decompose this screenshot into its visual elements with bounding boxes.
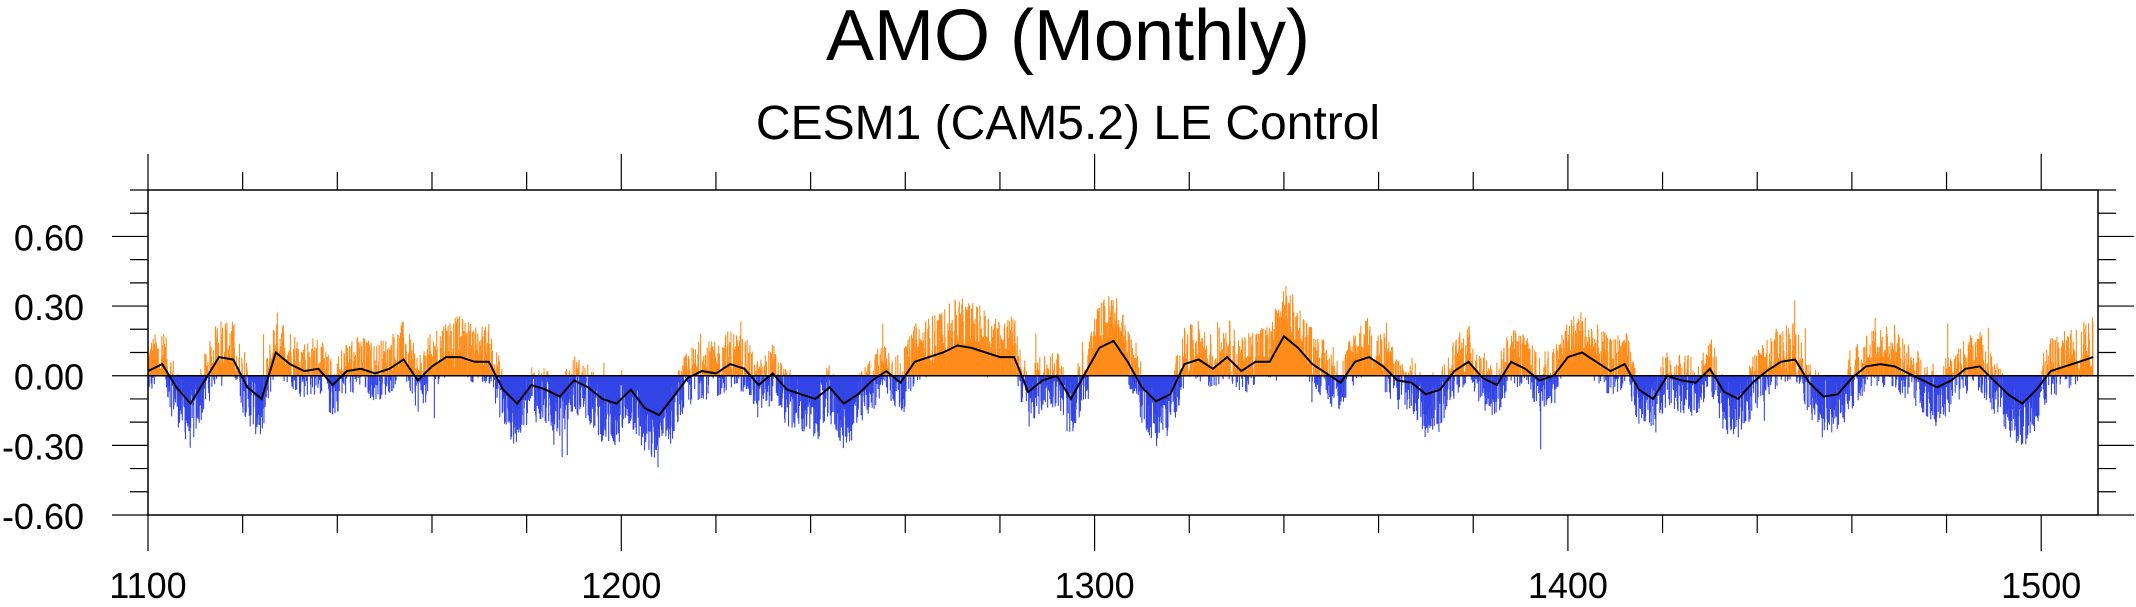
- plot-frame: [147, 189, 2099, 516]
- y-tick-label: 0.60: [14, 217, 84, 258]
- y-tick-label: 0.00: [14, 357, 84, 398]
- x-tick-label: 1300: [1055, 565, 1135, 606]
- x-tick-labels: 1100 1200 1300 1400 1500: [109, 565, 2081, 606]
- chart-title: AMO (Monthly): [825, 0, 1311, 76]
- smoothed-series-line: [147, 334, 2094, 417]
- y-tick-label: -0.30: [2, 426, 84, 467]
- y-tick-label: 0.30: [14, 287, 84, 328]
- x-tick-label: 1200: [581, 565, 661, 606]
- negative-anomaly-bars: [148, 375, 2088, 468]
- x-tick-label: 1400: [1528, 565, 1608, 606]
- negative-bars: [148, 375, 2088, 468]
- y-tick-label: -0.60: [2, 496, 84, 537]
- x-tick-label: 1500: [2001, 565, 2081, 606]
- chart-subtitle: CESM1 (CAM5.2) LE Control: [755, 97, 1381, 150]
- x-tick-label: 1100: [109, 565, 186, 606]
- y-tick-labels: 0.60 0.30 0.00 -0.30 -0.60: [2, 217, 84, 537]
- axis-ticks: [112, 154, 2134, 551]
